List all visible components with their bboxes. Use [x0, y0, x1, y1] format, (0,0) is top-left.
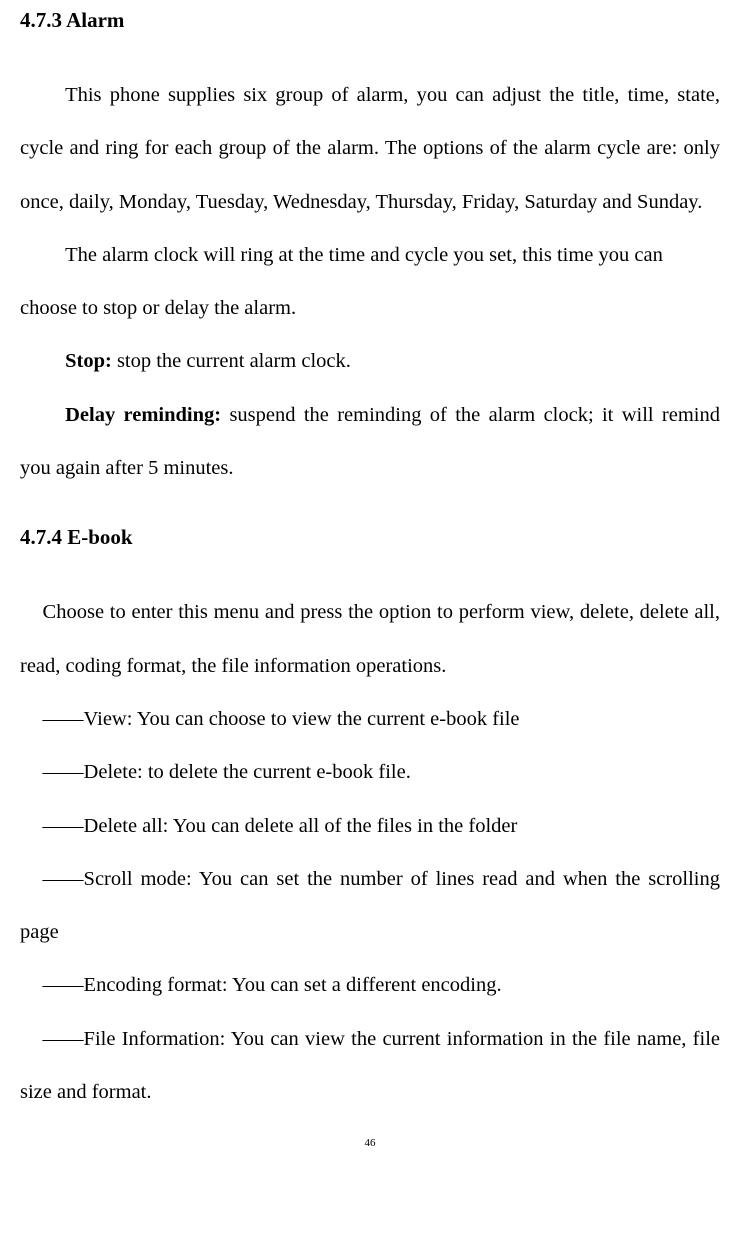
page-number: 46	[20, 1137, 720, 1149]
alarm-paragraph-2: The alarm clock will ring at the time an…	[20, 229, 720, 336]
ebook-item-delete: ――Delete: to delete the current e-book f…	[20, 746, 720, 799]
ebook-item-encoding: ――Encoding format: You can set a differe…	[20, 959, 720, 1012]
alarm-stop-line: Stop: stop the current alarm clock.	[20, 335, 720, 388]
ebook-item-scroll: ――Scroll mode: You can set the number of…	[20, 853, 720, 960]
alarm-paragraph-1: This phone supplies six group of alarm, …	[20, 69, 720, 229]
ebook-item-view: ――View: You can choose to view the curre…	[20, 693, 720, 746]
delay-label: Delay reminding:	[65, 404, 221, 426]
document-page: 4.7.3 Alarm This phone supplies six grou…	[0, 8, 740, 1149]
alarm-delay-line: Delay reminding: suspend the reminding o…	[20, 389, 720, 496]
ebook-item-delete-all: ――Delete all: You can delete all of the …	[20, 800, 720, 853]
stop-label: Stop:	[65, 350, 112, 372]
ebook-intro: Choose to enter this menu and press the …	[20, 586, 720, 693]
ebook-item-fileinfo: ――File Information: You can view the cur…	[20, 1013, 720, 1120]
section-heading-alarm: 4.7.3 Alarm	[20, 8, 720, 33]
section-heading-ebook: 4.7.4 E-book	[20, 525, 720, 550]
stop-text: stop the current alarm clock.	[112, 350, 351, 372]
